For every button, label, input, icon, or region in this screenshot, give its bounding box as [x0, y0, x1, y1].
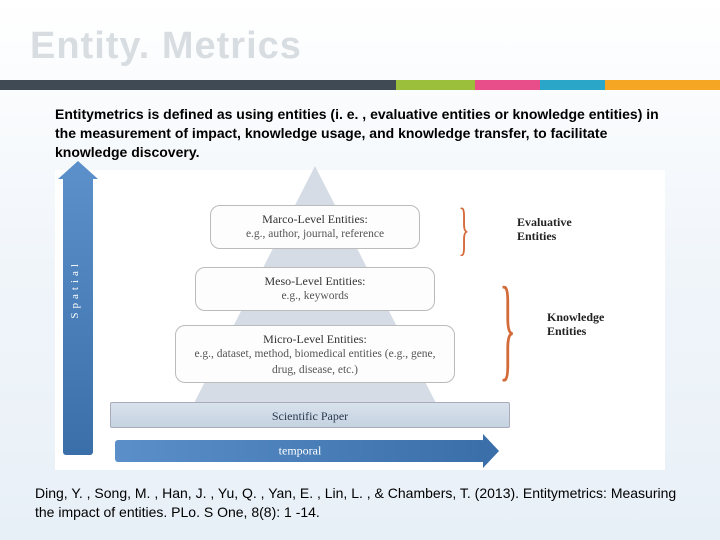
level-example: e.g., author, journal, reference: [219, 227, 411, 243]
temporal-axis-label: temporal: [279, 444, 322, 459]
knowledge-entities-label: KnowledgeEntities: [547, 310, 604, 339]
accent-seg: [0, 80, 396, 90]
accent-seg: [475, 80, 540, 90]
entity-pyramid-diagram: Spatial Marco-Level Entities: e.g., auth…: [55, 170, 665, 470]
citation-text: Ding, Y. , Song, M. , Han, J. , Yu, Q. ,…: [35, 484, 685, 522]
brace-icon: }: [458, 200, 469, 258]
temporal-axis-arrow: temporal: [115, 440, 485, 462]
accent-seg: [396, 80, 475, 90]
level-title: Meso-Level Entities:: [204, 273, 426, 289]
level-title: Micro-Level Entities:: [184, 331, 446, 347]
level-example: e.g., dataset, method, biomedical entiti…: [184, 347, 446, 378]
evaluative-entities-label: EvaluativeEntities: [517, 215, 572, 244]
accent-bar: [0, 80, 720, 90]
brace-icon: }: [499, 270, 516, 385]
level-title: Marco-Level Entities:: [219, 211, 411, 227]
definition-text: Entitymetrics is defined as using entiti…: [55, 105, 665, 162]
meso-level-box: Meso-Level Entities: e.g., keywords: [195, 267, 435, 311]
accent-seg: [605, 80, 720, 90]
spatial-axis-label: Spatial: [69, 260, 81, 319]
macro-level-box: Marco-Level Entities: e.g., author, jour…: [210, 205, 420, 249]
level-example: e.g., keywords: [204, 289, 426, 305]
accent-seg: [540, 80, 605, 90]
slide-title: Entity. Metrics: [30, 25, 302, 68]
micro-level-box: Micro-Level Entities: e.g., dataset, met…: [175, 325, 455, 383]
scientific-paper-bar: Scientific Paper: [110, 402, 510, 428]
